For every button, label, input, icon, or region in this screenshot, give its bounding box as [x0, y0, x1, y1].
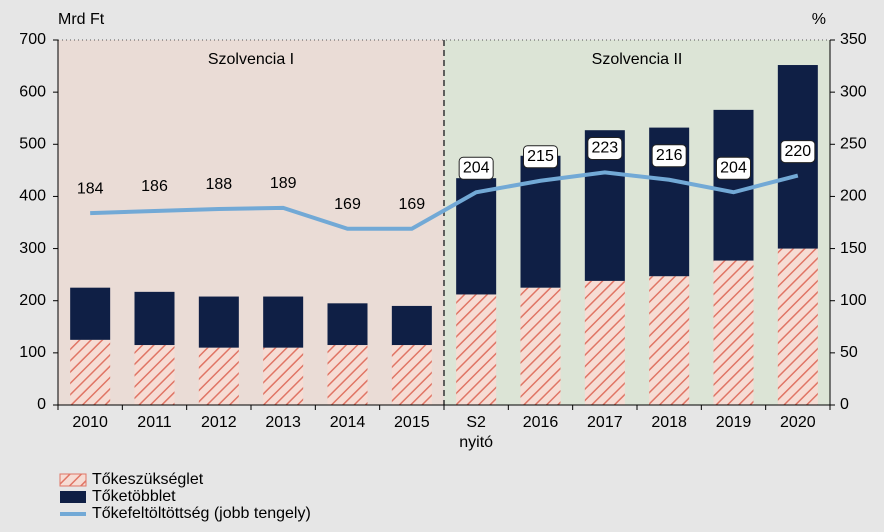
region [444, 40, 830, 405]
y-tick-label: 300 [19, 240, 46, 257]
legend-label: Tőketöbblet [92, 488, 176, 505]
y-axis-label: Mrd Ft [58, 11, 105, 28]
data-label: 204 [463, 159, 490, 176]
data-label: 188 [205, 176, 232, 193]
label-box [523, 145, 558, 169]
legend-label: Tőkeszükséglet [92, 471, 204, 488]
y-tick-label: 600 [19, 83, 46, 100]
data-label: 184 [77, 180, 104, 197]
bar [263, 296, 304, 348]
y2-tick-label: 350 [840, 31, 867, 48]
bar [649, 276, 690, 405]
data-label: 223 [591, 140, 618, 157]
bar [391, 305, 432, 346]
legend-swatch [59, 473, 87, 487]
bar [520, 287, 561, 405]
bar [584, 280, 625, 405]
x-tick-label: 2016 [522, 414, 559, 431]
bar [456, 294, 497, 405]
y-tick-label: 700 [19, 31, 46, 48]
bar [198, 347, 239, 405]
label-box [780, 140, 816, 164]
x-tick-label: 2013 [265, 414, 301, 431]
bar [391, 345, 432, 405]
bar [713, 260, 754, 405]
label-box [458, 156, 494, 180]
y2-axis-label: % [812, 11, 826, 28]
y2-tick-label: 200 [840, 188, 867, 205]
bar [70, 287, 111, 340]
x-tick-label: 2010 [72, 414, 108, 431]
y2-tick-label: 150 [840, 240, 867, 257]
region-label: Szolvencia I [208, 51, 294, 68]
x-tick-label: 2011 [137, 414, 172, 431]
y2-tick-label: 0 [840, 396, 849, 413]
line [90, 170, 799, 231]
x-tick-label: 2019 [715, 414, 752, 431]
y2-tick-label: 100 [840, 292, 867, 309]
y-tick-label: 200 [19, 292, 46, 309]
x-tick-label: 2020 [780, 414, 816, 431]
y2-tick-label: 50 [840, 344, 858, 361]
x-tick-label: 2014 [329, 414, 366, 431]
bar [713, 109, 754, 261]
x-tick-label: 2012 [201, 414, 237, 431]
data-label: 169 [334, 196, 361, 213]
data-label: 204 [720, 159, 747, 176]
y2-tick-label: 250 [840, 136, 867, 153]
y-tick-label: 500 [19, 136, 46, 153]
bar [70, 339, 111, 405]
data-label: 220 [784, 143, 811, 160]
bar [777, 248, 818, 405]
bar [198, 296, 239, 348]
y2-tick-label: 300 [840, 83, 867, 100]
bar [456, 178, 497, 295]
label-box [716, 156, 751, 180]
data-label: 216 [656, 147, 683, 164]
data-label: 169 [398, 196, 425, 213]
label-box [651, 144, 687, 168]
bar [520, 155, 561, 288]
region [58, 40, 444, 405]
x-tick-label: 2018 [651, 414, 687, 431]
region-label: Szolvencia II [592, 51, 683, 68]
y-tick-label: 100 [19, 344, 46, 361]
data-label: 186 [141, 178, 168, 195]
x-tick-label: S2 nyitó [459, 414, 494, 451]
legend-label: Tőkefeltöltöttség (jobb tengely) [92, 505, 311, 522]
label-box [587, 136, 623, 160]
data-label: 189 [270, 175, 297, 192]
y-tick-label: 0 [37, 396, 46, 413]
bar [327, 345, 368, 405]
x-tick-label: 2017 [587, 414, 623, 431]
y-tick-label: 400 [19, 188, 46, 205]
data-label: 215 [527, 148, 554, 165]
bar [327, 303, 368, 346]
x-tick-label: 2015 [394, 414, 430, 431]
bar [134, 345, 175, 405]
bar [134, 291, 175, 346]
bar [263, 347, 304, 405]
legend-swatch [60, 491, 86, 503]
